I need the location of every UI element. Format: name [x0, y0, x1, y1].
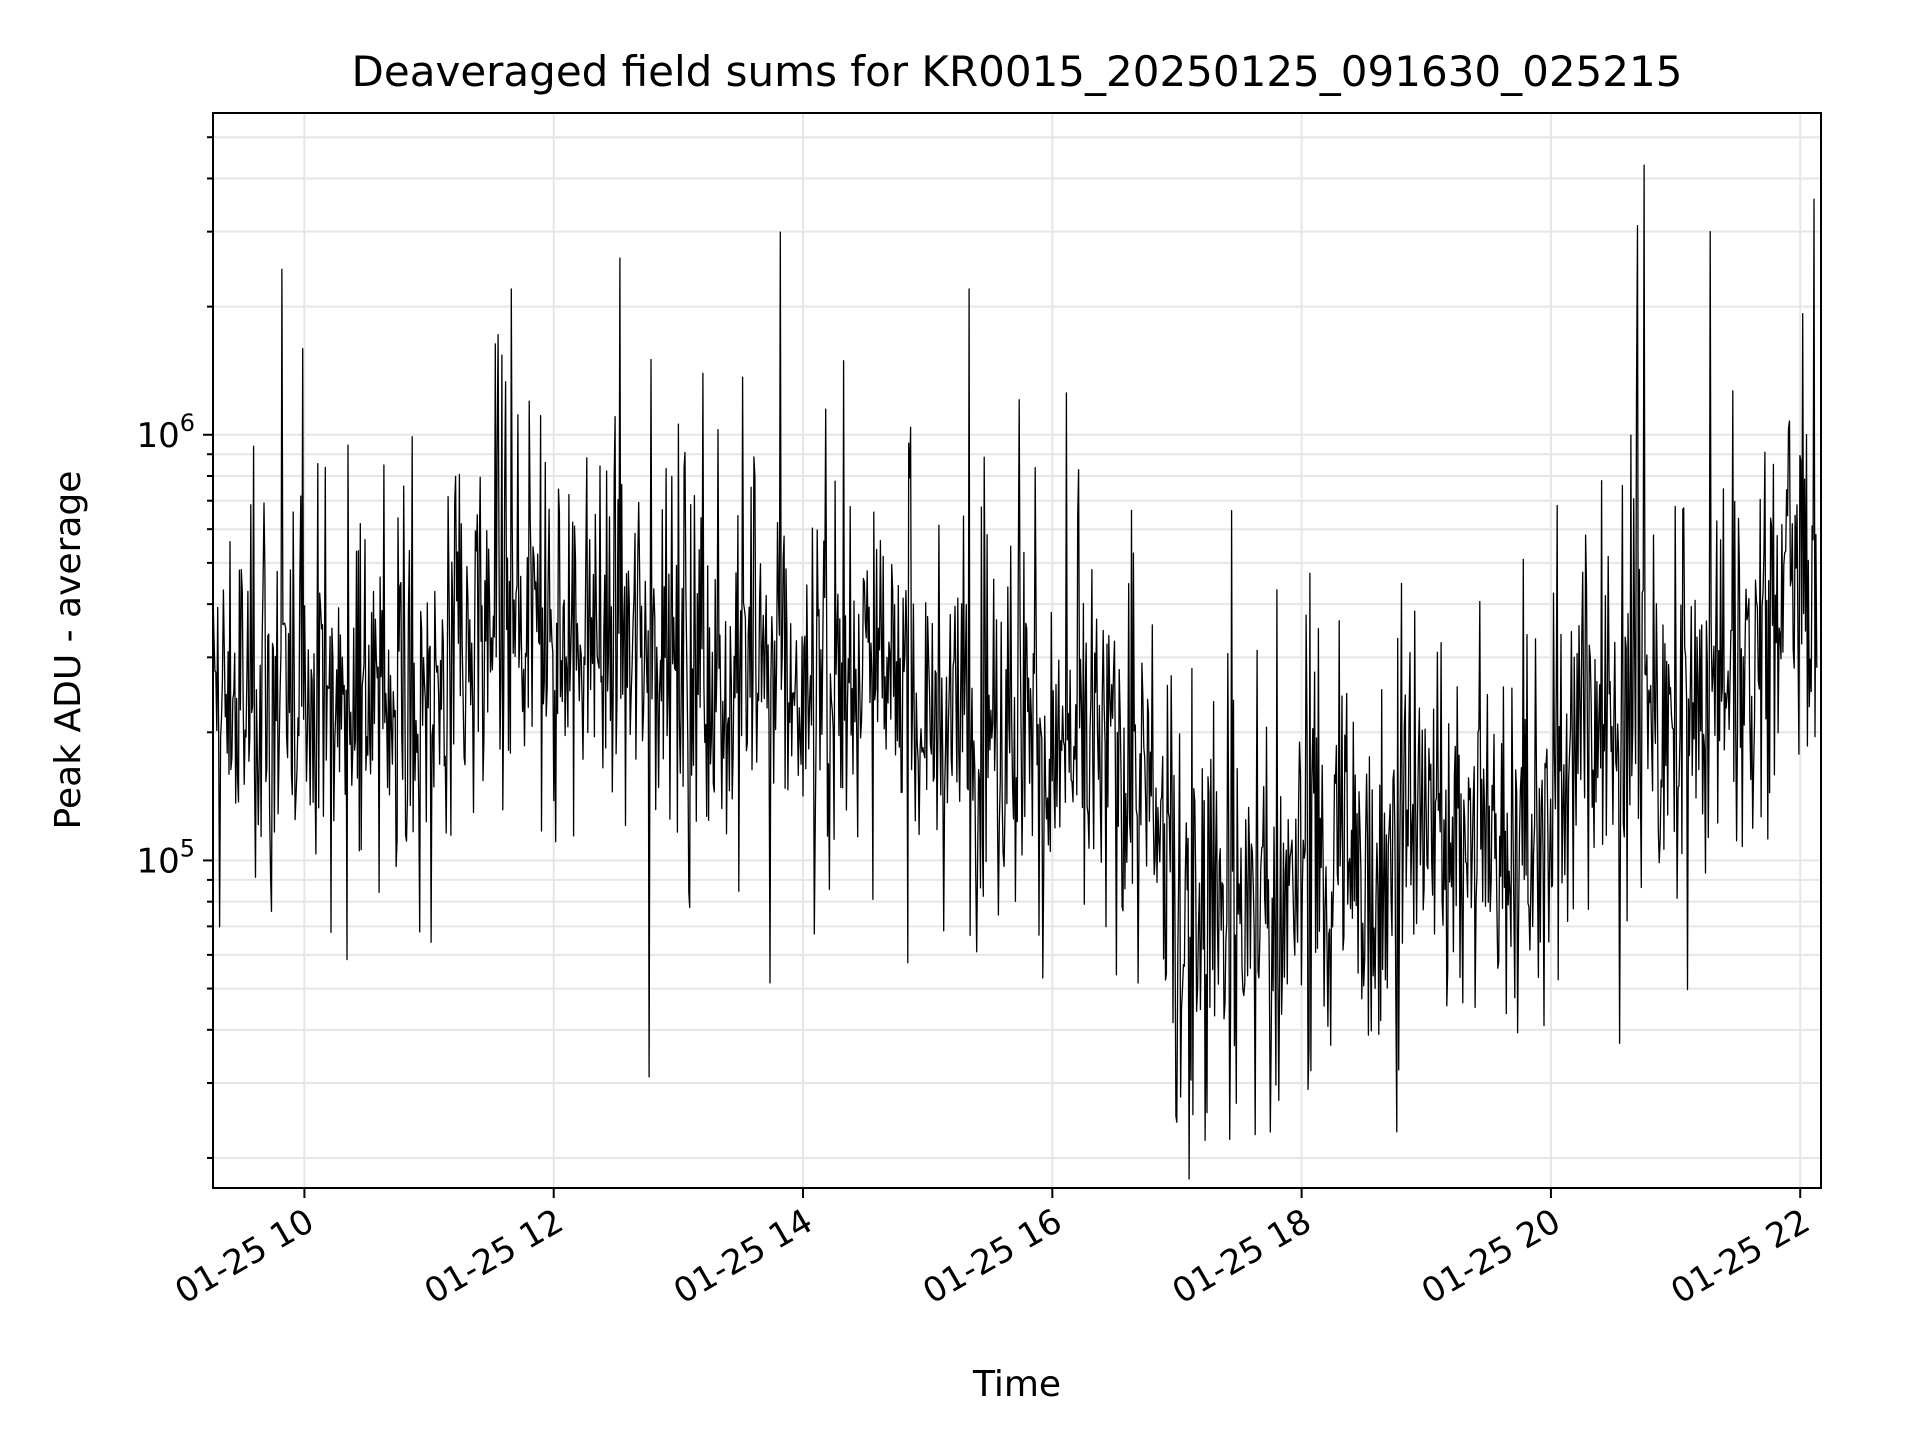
x-tick-label: 01-25 18 — [1166, 1201, 1318, 1312]
x-axis-label: Time — [972, 1364, 1061, 1405]
series-line — [212, 164, 1818, 1180]
y-axis-label: Peak ADU - average — [48, 471, 89, 830]
x-tick-label: 01-25 12 — [418, 1201, 570, 1312]
x-tick-label: 01-25 22 — [1664, 1201, 1816, 1312]
plot-frame — [212, 112, 1822, 1189]
x-tick-label: 01-25 16 — [916, 1201, 1068, 1312]
x-tick-label: 01-25 10 — [169, 1201, 321, 1312]
y-tick-label: 106 — [136, 409, 195, 456]
x-axis: 01-25 10 01-25 12 01-25 14 01-25 16 01-25 18… — [169, 1188, 1817, 1312]
y-axis: 105 106 — [136, 136, 213, 1159]
chart-title: Deaveraged field sums for KR0015_2025012… — [352, 47, 1683, 96]
x-tick-label: 01-25 14 — [667, 1201, 819, 1312]
y-tick-label: 105 — [136, 834, 195, 881]
series-polyline — [212, 164, 1818, 1180]
x-tick-label: 01-25 20 — [1415, 1201, 1567, 1312]
